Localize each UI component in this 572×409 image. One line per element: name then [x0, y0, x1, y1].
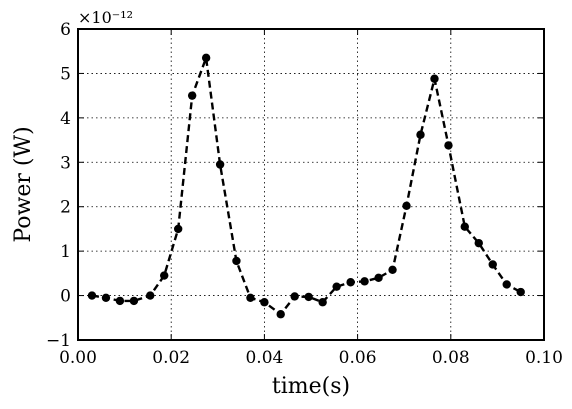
x-tick-label: 0.06: [339, 348, 377, 368]
data-point: [360, 277, 369, 286]
data-point: [388, 265, 397, 275]
data-point: [276, 310, 285, 319]
data-point: [332, 282, 341, 291]
data-point: [402, 201, 411, 211]
data-point: [260, 298, 269, 307]
x-tick-labels: 0.00 0.02 0.04 0.06 0.08 0.10: [59, 348, 563, 368]
y-tick-label: 2: [60, 198, 71, 218]
x-axis-label: time(s): [272, 374, 350, 399]
y-tick-labels: −1 0 1 2 3 4 5 6: [46, 20, 71, 351]
y-tick-label: 3: [60, 153, 71, 173]
data-point: [318, 298, 327, 307]
y-tick-label: 4: [60, 109, 71, 129]
data-point: [101, 293, 111, 302]
data-point: [488, 260, 497, 269]
data-point: [187, 91, 197, 100]
data-point: [502, 280, 511, 289]
y-tick-label: −1: [46, 331, 71, 351]
y-tick-label: 6: [60, 20, 71, 40]
data-point: [232, 256, 241, 266]
data-point: [516, 287, 525, 297]
x-tick-label: 0.10: [525, 348, 563, 368]
x-tick-label: 0.00: [59, 348, 97, 368]
y-axis-label: Power (W): [11, 126, 36, 242]
data-point: [346, 278, 355, 287]
data-point: [246, 293, 255, 302]
data-point: [290, 292, 299, 301]
data-point: [215, 160, 225, 169]
data-point: [416, 130, 425, 139]
y-tick-label: 5: [60, 64, 71, 84]
data-series: [87, 53, 525, 319]
y-tick-label: 0: [60, 287, 71, 307]
data-point: [129, 296, 139, 306]
data-point: [460, 222, 469, 231]
data-point: [201, 53, 211, 63]
data-point: [146, 291, 155, 300]
data-point: [474, 238, 483, 248]
data-point: [304, 292, 313, 302]
data-point: [430, 74, 439, 83]
plot-frame: [77, 28, 545, 341]
x-tick-label: 0.08: [432, 348, 470, 368]
x-tick-label: 0.04: [245, 348, 283, 368]
data-point: [173, 224, 183, 234]
axis-ticks: [77, 28, 545, 341]
series-line: [91, 57, 522, 316]
data-point: [160, 271, 169, 280]
data-point: [87, 291, 97, 300]
y-tick-label: 1: [60, 242, 71, 262]
data-point: [374, 273, 383, 282]
data-point: [444, 141, 453, 150]
data-point: [115, 296, 125, 306]
y-offset-text: ×10⁻¹²: [78, 8, 133, 27]
x-tick-label: 0.02: [152, 348, 190, 368]
